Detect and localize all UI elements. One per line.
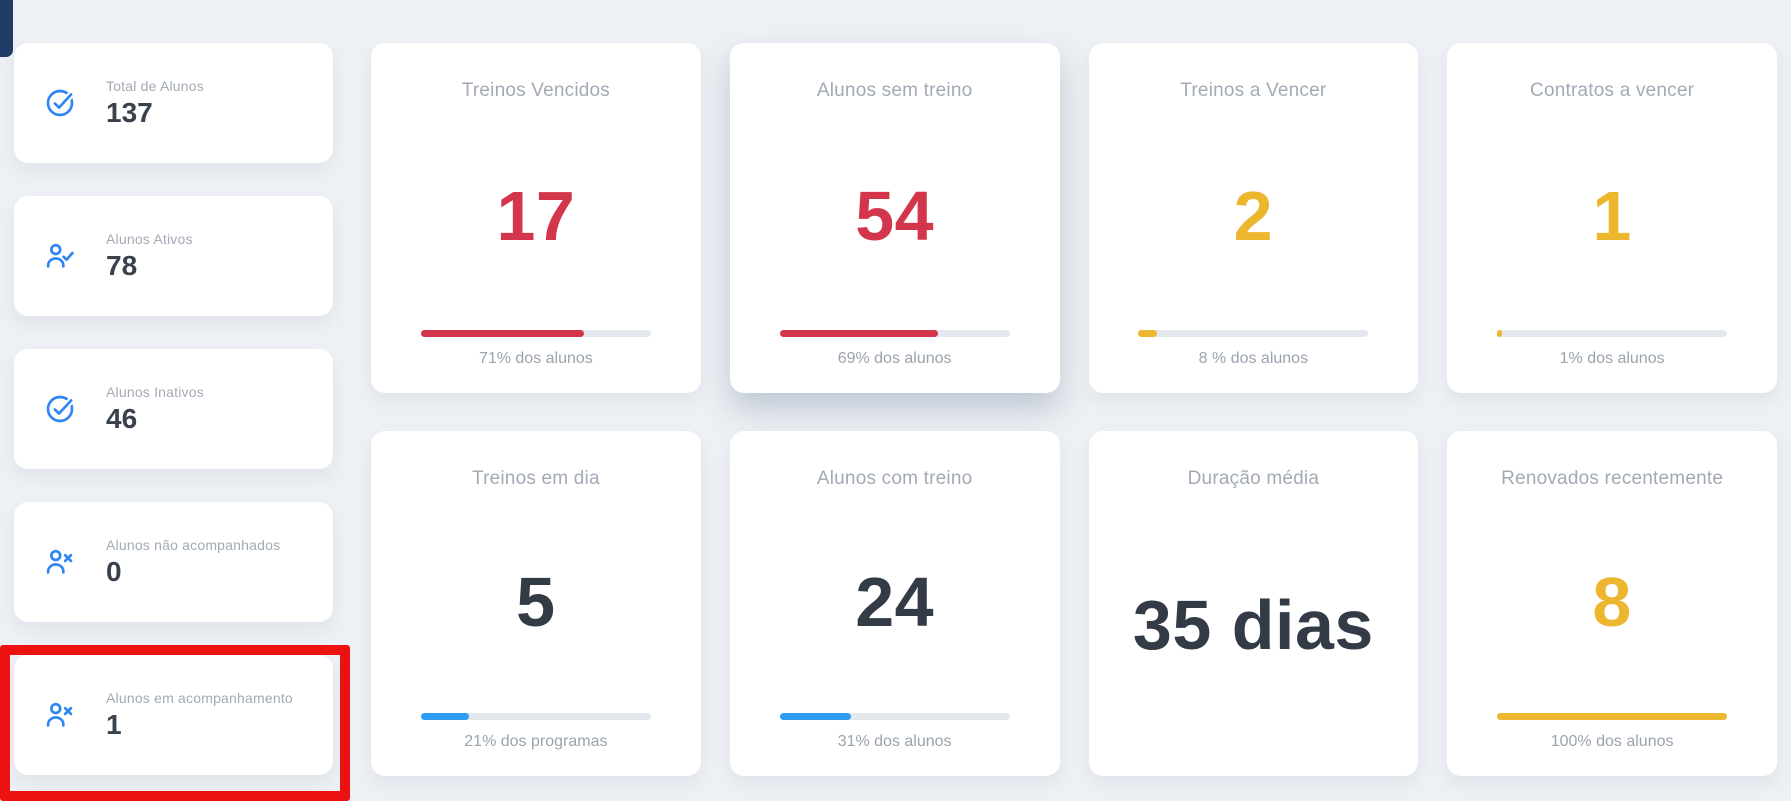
- card-duracao-media[interactable]: Duração média 35 dias: [1088, 431, 1419, 776]
- tile-label: Alunos Inativos: [106, 383, 204, 400]
- progress-fill: [1138, 330, 1157, 337]
- card-value: 2: [1233, 177, 1274, 255]
- card-treinos-em-dia[interactable]: Treinos em dia 5 21% dos programas: [371, 431, 701, 776]
- tile-value: 46: [106, 402, 138, 434]
- progress-bar: [1497, 330, 1728, 337]
- progress-bar: [1497, 713, 1728, 720]
- card-title: Renovados recentemente: [1501, 468, 1724, 489]
- card-caption: 31% dos alunos: [837, 733, 952, 750]
- tile-alunos-inativos[interactable]: Alunos Inativos 46: [14, 349, 333, 469]
- progress-bar: [779, 330, 1010, 337]
- tile-label: Alunos não acompanhados: [106, 536, 281, 553]
- card-title: Treinos em dia: [471, 468, 600, 489]
- card-title: Alunos sem treino: [816, 80, 973, 101]
- person-check-icon: [44, 240, 76, 272]
- card-caption: 71% dos alunos: [478, 350, 593, 367]
- card-treinos-a-vencer[interactable]: Treinos a Vencer 2 8 % dos alunos: [1088, 43, 1419, 393]
- card-renovados-recentemente[interactable]: Renovados recentemente 8 100% dos alunos: [1447, 431, 1777, 776]
- sidebar-edge: [0, 0, 13, 57]
- card-caption: 100% dos alunos: [1550, 733, 1674, 750]
- card-treinos-vencidos[interactable]: Treinos Vencidos 17 71% dos alunos: [371, 43, 701, 393]
- progress-bar: [420, 330, 651, 337]
- card-value: 24: [855, 562, 935, 641]
- progress-fill: [1497, 330, 1502, 337]
- card-value: 8: [1592, 562, 1632, 641]
- card-value: 1: [1592, 177, 1632, 255]
- card-value: 5: [516, 562, 556, 641]
- tile-label: Alunos em acompanhamento: [106, 689, 293, 706]
- card-caption: 8 % dos alunos: [1198, 350, 1309, 367]
- tile-total-de-alunos[interactable]: Total de Alunos 137: [14, 43, 333, 163]
- check-circle-icon: [44, 393, 76, 425]
- progress-bar: [779, 713, 1010, 720]
- progress-bar: [420, 713, 651, 720]
- person-x-icon: [44, 699, 76, 731]
- sidebar-stats-column: Total de Alunos 137 Alunos Ativos 78 Alu: [14, 43, 333, 775]
- card-title: Treinos a Vencer: [1180, 80, 1327, 101]
- card-alunos-sem-treino[interactable]: Alunos sem treino 54 69% dos alunos: [729, 43, 1060, 393]
- card-alunos-com-treino[interactable]: Alunos com treino 24 31% dos alunos: [729, 431, 1060, 776]
- tile-value: 0: [106, 555, 122, 587]
- card-caption: 69% dos alunos: [837, 350, 952, 367]
- tile-alunos-nao-acompanhados[interactable]: Alunos não acompanhados 0: [14, 502, 333, 622]
- progress-fill: [779, 713, 851, 720]
- progress-fill: [1497, 713, 1728, 720]
- card-title: Alunos com treino: [816, 468, 973, 489]
- card-contratos-a-vencer[interactable]: Contratos a vencer 1 1% dos alunos: [1447, 43, 1777, 393]
- tile-value: 137: [106, 96, 153, 128]
- card-title: Treinos Vencidos: [461, 80, 610, 101]
- progress-bar: [1138, 330, 1369, 337]
- card-value: 35 dias: [1132, 586, 1374, 664]
- kpi-grid: Treinos Vencidos 17 71% dos alunos Aluno…: [371, 43, 1777, 776]
- tile-label: Total de Alunos: [106, 77, 204, 94]
- card-title: Duração média: [1187, 468, 1320, 489]
- tile-value: 1: [106, 708, 122, 740]
- card-caption: 21% dos programas: [464, 733, 608, 750]
- card-value: 17: [496, 177, 576, 255]
- tile-alunos-ativos[interactable]: Alunos Ativos 78: [14, 196, 333, 316]
- tile-label: Alunos Ativos: [106, 230, 193, 247]
- person-x-icon: [44, 546, 76, 578]
- progress-fill: [420, 330, 585, 337]
- progress-fill: [420, 713, 470, 720]
- progress-fill: [779, 330, 939, 337]
- tile-alunos-em-acompanhamento[interactable]: Alunos em acompanhamento 1: [14, 655, 333, 775]
- check-circle-icon: [44, 87, 76, 119]
- card-title: Contratos a vencer: [1530, 80, 1695, 101]
- card-value: 54: [855, 177, 935, 255]
- tile-value: 78: [106, 249, 138, 281]
- card-caption: 1% dos alunos: [1559, 350, 1665, 367]
